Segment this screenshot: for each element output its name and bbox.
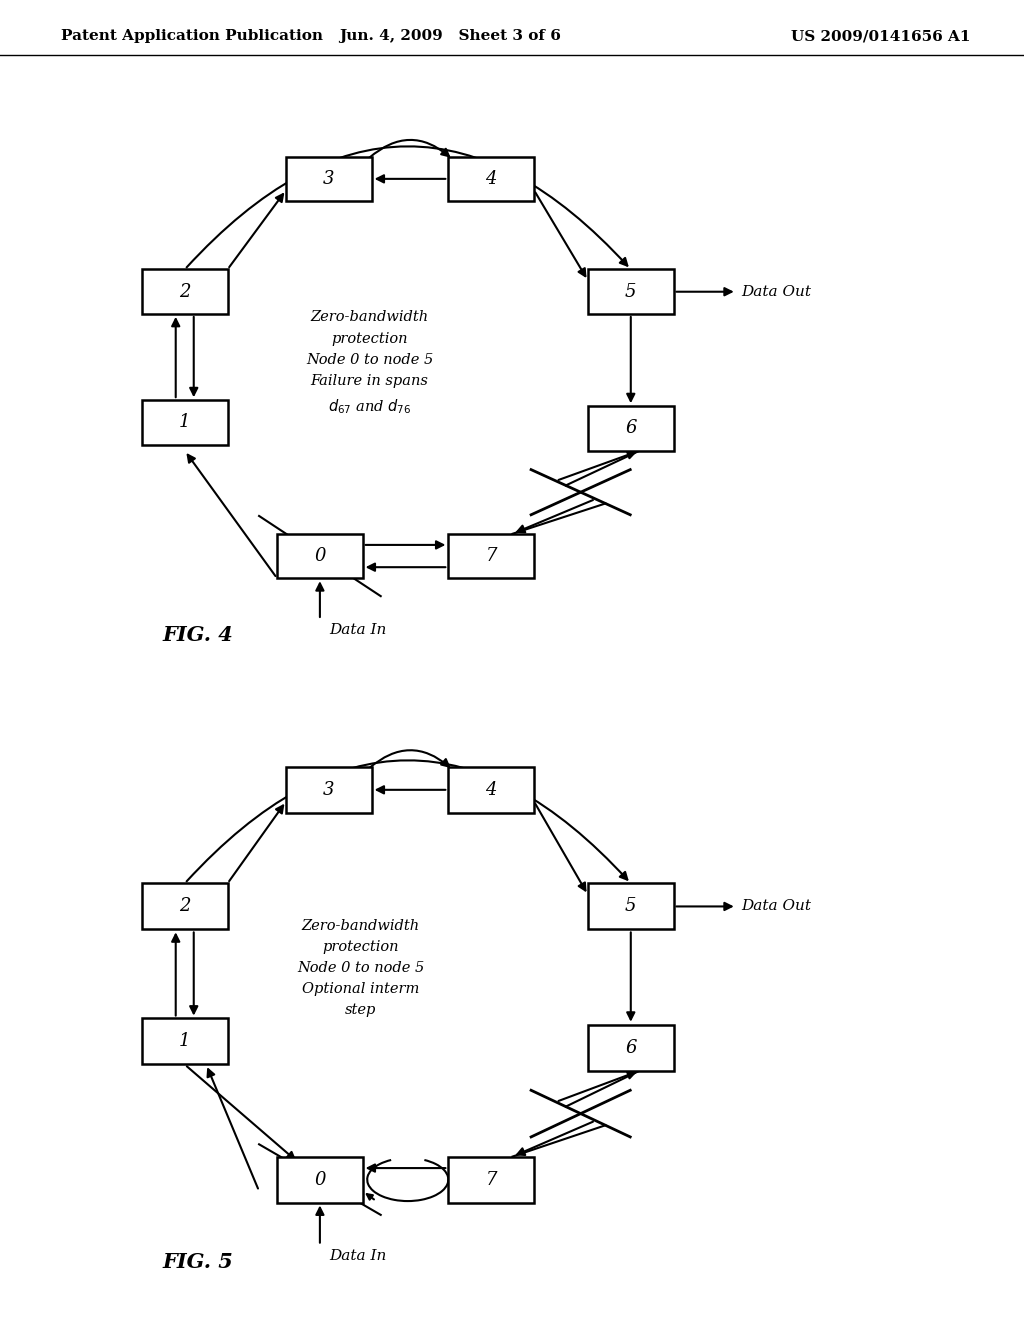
- Bar: [449, 767, 534, 813]
- Bar: [286, 767, 372, 813]
- Text: 2: 2: [179, 282, 190, 301]
- Bar: [142, 400, 227, 445]
- Text: 5: 5: [625, 282, 637, 301]
- Text: 6: 6: [625, 1039, 637, 1056]
- Text: 0: 0: [314, 546, 326, 565]
- Text: 4: 4: [485, 170, 497, 187]
- Bar: [449, 1156, 534, 1203]
- Bar: [142, 883, 227, 929]
- Bar: [142, 1019, 227, 1064]
- Bar: [278, 1156, 362, 1203]
- Text: Zero-bandwidth
protection
Node 0 to node 5
Optional interm
step: Zero-bandwidth protection Node 0 to node…: [297, 919, 424, 1018]
- Text: Zero-bandwidth
protection
Node 0 to node 5
Failure in spans
$d_{67}$ and $d_{76}: Zero-bandwidth protection Node 0 to node…: [306, 310, 433, 416]
- Text: 1: 1: [179, 413, 190, 432]
- Bar: [588, 269, 674, 314]
- Text: 7: 7: [485, 1171, 497, 1188]
- Text: 3: 3: [324, 781, 335, 799]
- Text: Jun. 4, 2009   Sheet 3 of 6: Jun. 4, 2009 Sheet 3 of 6: [340, 29, 561, 44]
- Text: 5: 5: [625, 898, 637, 916]
- Text: Data Out: Data Out: [741, 899, 811, 913]
- Bar: [588, 1024, 674, 1071]
- Bar: [142, 269, 227, 314]
- Text: Patent Application Publication: Patent Application Publication: [61, 29, 324, 44]
- Text: 1: 1: [179, 1032, 190, 1051]
- Bar: [449, 157, 534, 201]
- Text: FIG. 5: FIG. 5: [162, 1251, 232, 1271]
- Text: 0: 0: [314, 1171, 326, 1188]
- Text: 6: 6: [625, 420, 637, 437]
- Text: Data In: Data In: [329, 1249, 386, 1263]
- Text: 4: 4: [485, 781, 497, 799]
- Text: FIG. 4: FIG. 4: [162, 626, 232, 645]
- Bar: [449, 533, 534, 578]
- Text: 2: 2: [179, 898, 190, 916]
- Bar: [588, 883, 674, 929]
- Bar: [286, 157, 372, 201]
- Bar: [278, 533, 362, 578]
- Text: 3: 3: [324, 170, 335, 187]
- Text: Data In: Data In: [329, 623, 386, 636]
- Text: 7: 7: [485, 546, 497, 565]
- Text: US 2009/0141656 A1: US 2009/0141656 A1: [791, 29, 971, 44]
- Bar: [588, 407, 674, 450]
- Text: Data Out: Data Out: [741, 285, 811, 298]
